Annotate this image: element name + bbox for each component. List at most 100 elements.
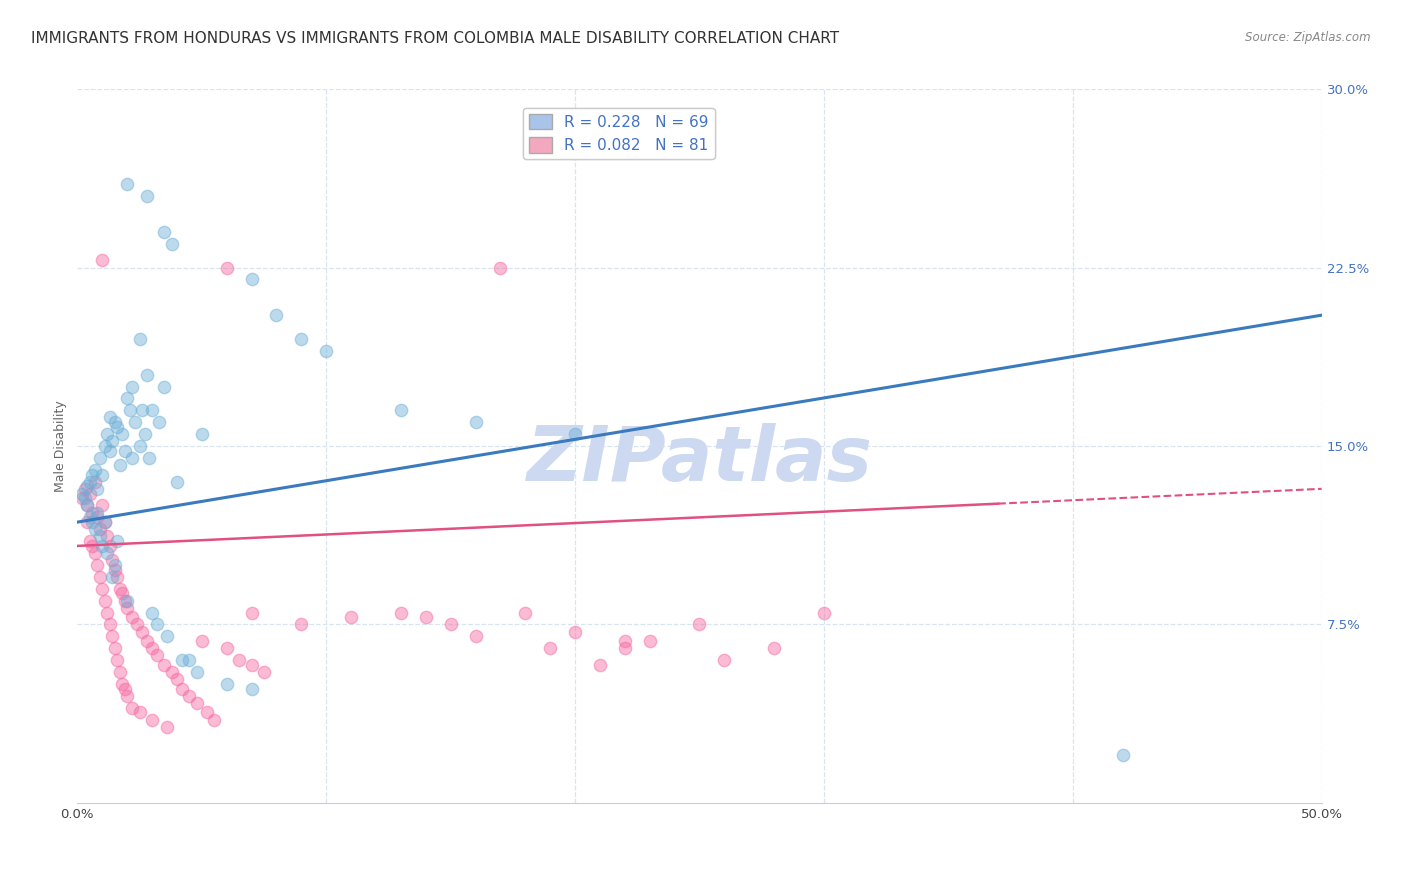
Point	[153, 225, 176, 239]
Point	[215, 677, 238, 691]
Point	[104, 415, 127, 429]
Point	[315, 343, 337, 358]
Point	[121, 450, 143, 465]
Y-axis label: Male Disability: Male Disability	[53, 401, 67, 491]
Point	[118, 403, 141, 417]
Point	[91, 582, 114, 596]
Point	[115, 392, 138, 406]
Point	[82, 515, 104, 529]
Point	[96, 427, 118, 442]
Point	[121, 610, 143, 624]
Point	[98, 410, 121, 425]
Point	[763, 641, 786, 656]
Point	[128, 332, 150, 346]
Point	[108, 665, 131, 679]
Point	[389, 606, 412, 620]
Point	[101, 629, 124, 643]
Point	[489, 260, 512, 275]
Point	[136, 634, 159, 648]
Point	[156, 720, 179, 734]
Point	[91, 499, 114, 513]
Point	[138, 450, 160, 465]
Point	[415, 610, 437, 624]
Point	[215, 260, 238, 275]
Point	[160, 236, 183, 251]
Point	[76, 515, 98, 529]
Point	[76, 479, 98, 493]
Point	[76, 499, 98, 513]
Point	[83, 475, 105, 489]
Point	[115, 689, 138, 703]
Point	[101, 434, 124, 449]
Point	[538, 641, 561, 656]
Point	[191, 427, 214, 442]
Point	[389, 403, 412, 417]
Point	[86, 506, 108, 520]
Point	[215, 641, 238, 656]
Point	[108, 458, 131, 472]
Point	[128, 706, 150, 720]
Point	[141, 403, 163, 417]
Point	[79, 534, 101, 549]
Point	[89, 450, 111, 465]
Point	[96, 606, 118, 620]
Point	[73, 482, 96, 496]
Point	[240, 657, 263, 672]
Point	[83, 522, 105, 536]
Point	[613, 634, 636, 648]
Point	[202, 713, 225, 727]
Text: ZIPatlas: ZIPatlas	[526, 424, 873, 497]
Point	[266, 308, 288, 322]
Point	[114, 681, 136, 696]
Point	[638, 634, 661, 648]
Point	[515, 606, 537, 620]
Point	[170, 653, 193, 667]
Point	[79, 510, 101, 524]
Point	[104, 563, 127, 577]
Point	[564, 427, 586, 442]
Text: Source: ZipAtlas.com: Source: ZipAtlas.com	[1246, 31, 1371, 45]
Point	[93, 593, 115, 607]
Point	[115, 178, 138, 192]
Point	[195, 706, 218, 720]
Point	[98, 539, 121, 553]
Point	[340, 610, 363, 624]
Point	[79, 475, 101, 489]
Point	[89, 529, 111, 543]
Point	[89, 522, 111, 536]
Point	[141, 606, 163, 620]
Point	[76, 499, 98, 513]
Point	[91, 253, 114, 268]
Point	[439, 617, 461, 632]
Point	[589, 657, 612, 672]
Point	[93, 515, 115, 529]
Point	[91, 539, 114, 553]
Point	[228, 653, 250, 667]
Point	[128, 439, 150, 453]
Point	[124, 415, 146, 429]
Point	[134, 427, 156, 442]
Point	[153, 657, 176, 672]
Point	[93, 515, 115, 529]
Point	[156, 629, 179, 643]
Point	[131, 624, 153, 639]
Point	[73, 491, 96, 506]
Point	[148, 415, 170, 429]
Point	[141, 713, 163, 727]
Point	[98, 617, 121, 632]
Point	[136, 189, 159, 203]
Point	[464, 415, 486, 429]
Point	[82, 467, 104, 482]
Point	[564, 624, 586, 639]
Point	[105, 570, 128, 584]
Point	[1111, 748, 1133, 763]
Point	[146, 648, 169, 663]
Point	[114, 443, 136, 458]
Point	[121, 700, 143, 714]
Point	[105, 420, 128, 434]
Point	[186, 665, 208, 679]
Point	[93, 439, 115, 453]
Point	[290, 332, 312, 346]
Point	[179, 689, 201, 703]
Point	[179, 653, 201, 667]
